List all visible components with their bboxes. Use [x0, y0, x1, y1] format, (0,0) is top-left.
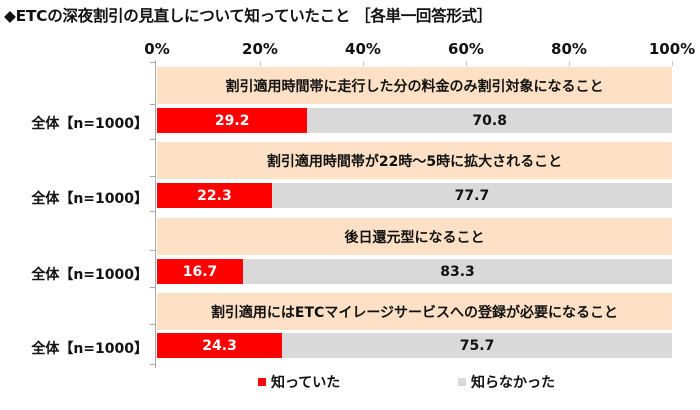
grid-mark — [672, 61, 673, 66]
y-axis-line — [155, 60, 156, 368]
axis-tickmark — [150, 62, 156, 63]
x-tick-0: 0% — [144, 40, 170, 58]
stacked-bar: 24.3 75.7 — [157, 333, 672, 358]
row-header: 割引適用にはETCマイレージサービスへの登録が必要になること — [157, 293, 672, 330]
legend-item-unknown: 知らなかった — [458, 372, 555, 392]
legend-label: 知らなかった — [471, 375, 555, 391]
axis-tickmark — [150, 250, 156, 251]
x-tick-100: 100% — [648, 40, 696, 58]
axis-tickmark — [150, 104, 156, 105]
grid-mark — [466, 61, 467, 66]
row-header: 割引適用時間帯が22時～5時に拡大されること — [157, 142, 672, 179]
bar-known: 16.7 — [157, 259, 243, 284]
axis-tickmark — [150, 139, 156, 140]
stacked-bar: 16.7 83.3 — [157, 259, 672, 284]
grid-mark — [569, 61, 570, 66]
legend-item-known: 知っていた — [258, 372, 340, 392]
stacked-bar: 29.2 70.8 — [157, 108, 672, 133]
bar-unknown: 77.7 — [271, 183, 672, 208]
axis-tickmark — [150, 287, 156, 288]
grid-mark — [363, 61, 364, 66]
row-label: 全体【n=1000】 — [31, 341, 148, 357]
x-tick-60: 60% — [448, 40, 484, 58]
x-tick-40: 40% — [345, 40, 381, 58]
row-label: 全体【n=1000】 — [31, 191, 148, 207]
chart-title: ◆ETCの深夜割引の見直しについて知っていたこと ［各単一回答形式］ — [4, 7, 492, 25]
axis-tickmark — [150, 364, 156, 365]
bar-known: 24.3 — [157, 333, 283, 358]
bar-known: 29.2 — [157, 108, 308, 133]
legend-swatch-red — [258, 378, 266, 386]
x-tick-80: 80% — [551, 40, 587, 58]
axis-tickmark — [150, 176, 156, 177]
row-header: 後日還元型になること — [157, 218, 672, 255]
row-header: 割引適用時間帯に走行した分の料金のみ割引対象になること — [157, 67, 672, 104]
bar-unknown: 75.7 — [282, 333, 672, 358]
legend-swatch-gray — [458, 378, 466, 386]
bar-known: 22.3 — [157, 183, 272, 208]
axis-tickmark — [150, 324, 156, 325]
bar-unknown: 83.3 — [243, 259, 672, 284]
grid-mark — [260, 61, 261, 66]
row-label: 全体【n=1000】 — [31, 116, 148, 132]
bar-unknown: 70.8 — [307, 108, 672, 133]
legend-label: 知っていた — [271, 375, 341, 391]
x-tick-20: 20% — [242, 40, 278, 58]
stacked-bar: 22.3 77.7 — [157, 183, 672, 208]
axis-tickmark — [150, 211, 156, 212]
row-label: 全体【n=1000】 — [31, 267, 148, 283]
